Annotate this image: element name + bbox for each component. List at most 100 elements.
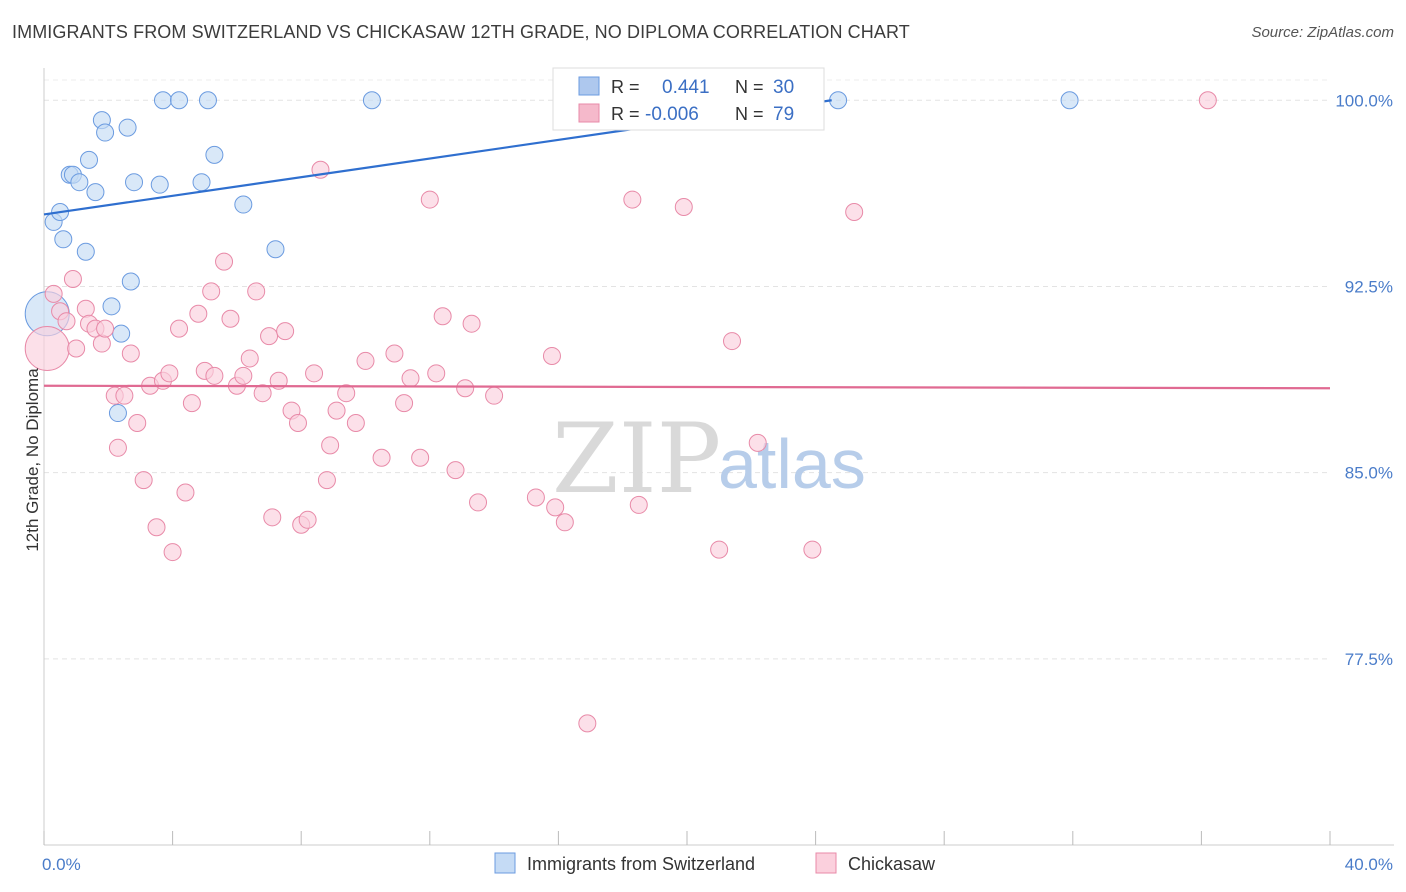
stats-r-label: R = bbox=[611, 77, 640, 97]
point-chickasaw bbox=[128, 413, 147, 432]
watermark: ZIP atlas bbox=[552, 403, 866, 515]
point-chickasaw bbox=[276, 322, 295, 341]
point-chickasaw bbox=[723, 332, 742, 351]
point-chickasaw bbox=[420, 190, 439, 209]
point-switzerland bbox=[108, 404, 127, 423]
point-switzerland bbox=[125, 173, 144, 192]
point-chickasaw bbox=[269, 371, 288, 390]
stats-swatch-chickasaw bbox=[578, 103, 600, 123]
point-chickasaw bbox=[24, 326, 70, 372]
chart-title: IMMIGRANTS FROM SWITZERLAND VS CHICKASAW… bbox=[12, 22, 910, 42]
point-chickasaw bbox=[263, 508, 282, 527]
point-switzerland bbox=[80, 150, 99, 169]
stats-r-value: 0.441 bbox=[662, 77, 710, 98]
point-chickasaw bbox=[845, 202, 864, 221]
point-chickasaw bbox=[526, 488, 545, 507]
y-tick-label: 92.5% bbox=[1345, 277, 1393, 296]
point-switzerland bbox=[150, 175, 169, 194]
point-chickasaw bbox=[121, 344, 140, 363]
point-chickasaw bbox=[260, 327, 279, 346]
point-switzerland bbox=[829, 91, 848, 110]
trend-lines bbox=[43, 99, 1331, 390]
point-chickasaw bbox=[462, 314, 481, 333]
point-chickasaw bbox=[182, 394, 201, 413]
y-tick-label: 77.5% bbox=[1345, 650, 1393, 669]
point-switzerland bbox=[1060, 91, 1079, 110]
point-chickasaw bbox=[401, 369, 420, 388]
point-chickasaw bbox=[96, 319, 115, 338]
point-chickasaw bbox=[247, 282, 266, 301]
point-chickasaw bbox=[163, 543, 182, 562]
y-tick-label: 100.0% bbox=[1335, 91, 1393, 110]
point-chickasaw bbox=[337, 384, 356, 403]
point-chickasaw bbox=[305, 364, 324, 383]
point-switzerland bbox=[198, 91, 217, 110]
point-chickasaw bbox=[710, 540, 729, 559]
point-chickasaw bbox=[542, 346, 561, 365]
point-chickasaw bbox=[372, 448, 391, 467]
point-chickasaw bbox=[189, 304, 208, 323]
point-switzerland bbox=[121, 272, 140, 291]
point-chickasaw bbox=[44, 284, 63, 303]
point-switzerland bbox=[76, 242, 95, 261]
point-chickasaw bbox=[321, 436, 340, 455]
legend-label-chickasaw: Chickasaw bbox=[848, 854, 936, 874]
point-chickasaw bbox=[298, 510, 317, 529]
point-chickasaw bbox=[395, 394, 414, 413]
point-chickasaw bbox=[240, 349, 259, 368]
x-tick-label: 0.0% bbox=[42, 855, 81, 874]
point-switzerland bbox=[112, 324, 131, 343]
point-chickasaw bbox=[555, 513, 574, 532]
point-switzerland bbox=[86, 183, 105, 202]
y-tick-label: 85.0% bbox=[1345, 464, 1393, 483]
point-chickasaw bbox=[546, 498, 565, 517]
point-chickasaw bbox=[456, 379, 475, 398]
point-switzerland bbox=[234, 195, 253, 214]
legend-swatch-chickasaw bbox=[815, 852, 837, 874]
point-chickasaw bbox=[446, 461, 465, 480]
point-chickasaw bbox=[346, 413, 365, 432]
point-chickasaw bbox=[469, 493, 488, 512]
point-chickasaw bbox=[205, 366, 224, 385]
point-chickasaw bbox=[385, 344, 404, 363]
point-chickasaw bbox=[288, 413, 307, 432]
point-chickasaw bbox=[76, 299, 95, 318]
stats-n-value: 79 bbox=[773, 104, 794, 125]
stats-r-value: -0.006 bbox=[645, 104, 699, 125]
point-chickasaw bbox=[253, 384, 272, 403]
stats-n-label: N = bbox=[735, 77, 764, 97]
source-label: Source: ZipAtlas.com bbox=[1251, 24, 1394, 41]
legend-label-switzerland: Immigrants from Switzerland bbox=[527, 854, 755, 874]
point-chickasaw bbox=[1198, 91, 1217, 110]
point-chickasaw bbox=[356, 351, 375, 370]
point-chickasaw bbox=[57, 312, 76, 331]
point-chickasaw bbox=[427, 364, 446, 383]
point-chickasaw bbox=[215, 252, 234, 271]
point-chickasaw bbox=[108, 438, 127, 457]
point-switzerland bbox=[70, 173, 89, 192]
trendline-chickasaw bbox=[43, 384, 1331, 390]
point-chickasaw bbox=[134, 471, 153, 490]
point-switzerland bbox=[54, 230, 73, 249]
point-chickasaw bbox=[67, 339, 86, 358]
point-switzerland bbox=[170, 91, 189, 110]
stats-n-value: 30 bbox=[773, 77, 794, 98]
stats-swatch-switzerland bbox=[578, 76, 600, 96]
point-chickasaw bbox=[803, 540, 822, 559]
stats-legend: R = 0.441 N = 30 R = -0.006 N = 79 bbox=[552, 67, 825, 131]
bottom-legend: Immigrants from Switzerland Chickasaw bbox=[494, 852, 936, 874]
point-chickasaw bbox=[629, 495, 648, 514]
point-switzerland bbox=[362, 91, 381, 110]
point-chickasaw bbox=[433, 307, 452, 326]
data-points bbox=[24, 91, 1217, 733]
point-chickasaw bbox=[170, 319, 189, 338]
point-chickasaw bbox=[485, 386, 504, 405]
point-chickasaw bbox=[115, 386, 134, 405]
point-chickasaw bbox=[92, 334, 111, 353]
point-chickasaw bbox=[202, 282, 221, 301]
axes: 77.5% 85.0% 92.5% 100.0% 0.0% 40.0% bbox=[42, 68, 1394, 874]
point-chickasaw bbox=[160, 364, 179, 383]
stats-r-label: R = bbox=[611, 104, 640, 124]
point-chickasaw bbox=[234, 366, 253, 385]
